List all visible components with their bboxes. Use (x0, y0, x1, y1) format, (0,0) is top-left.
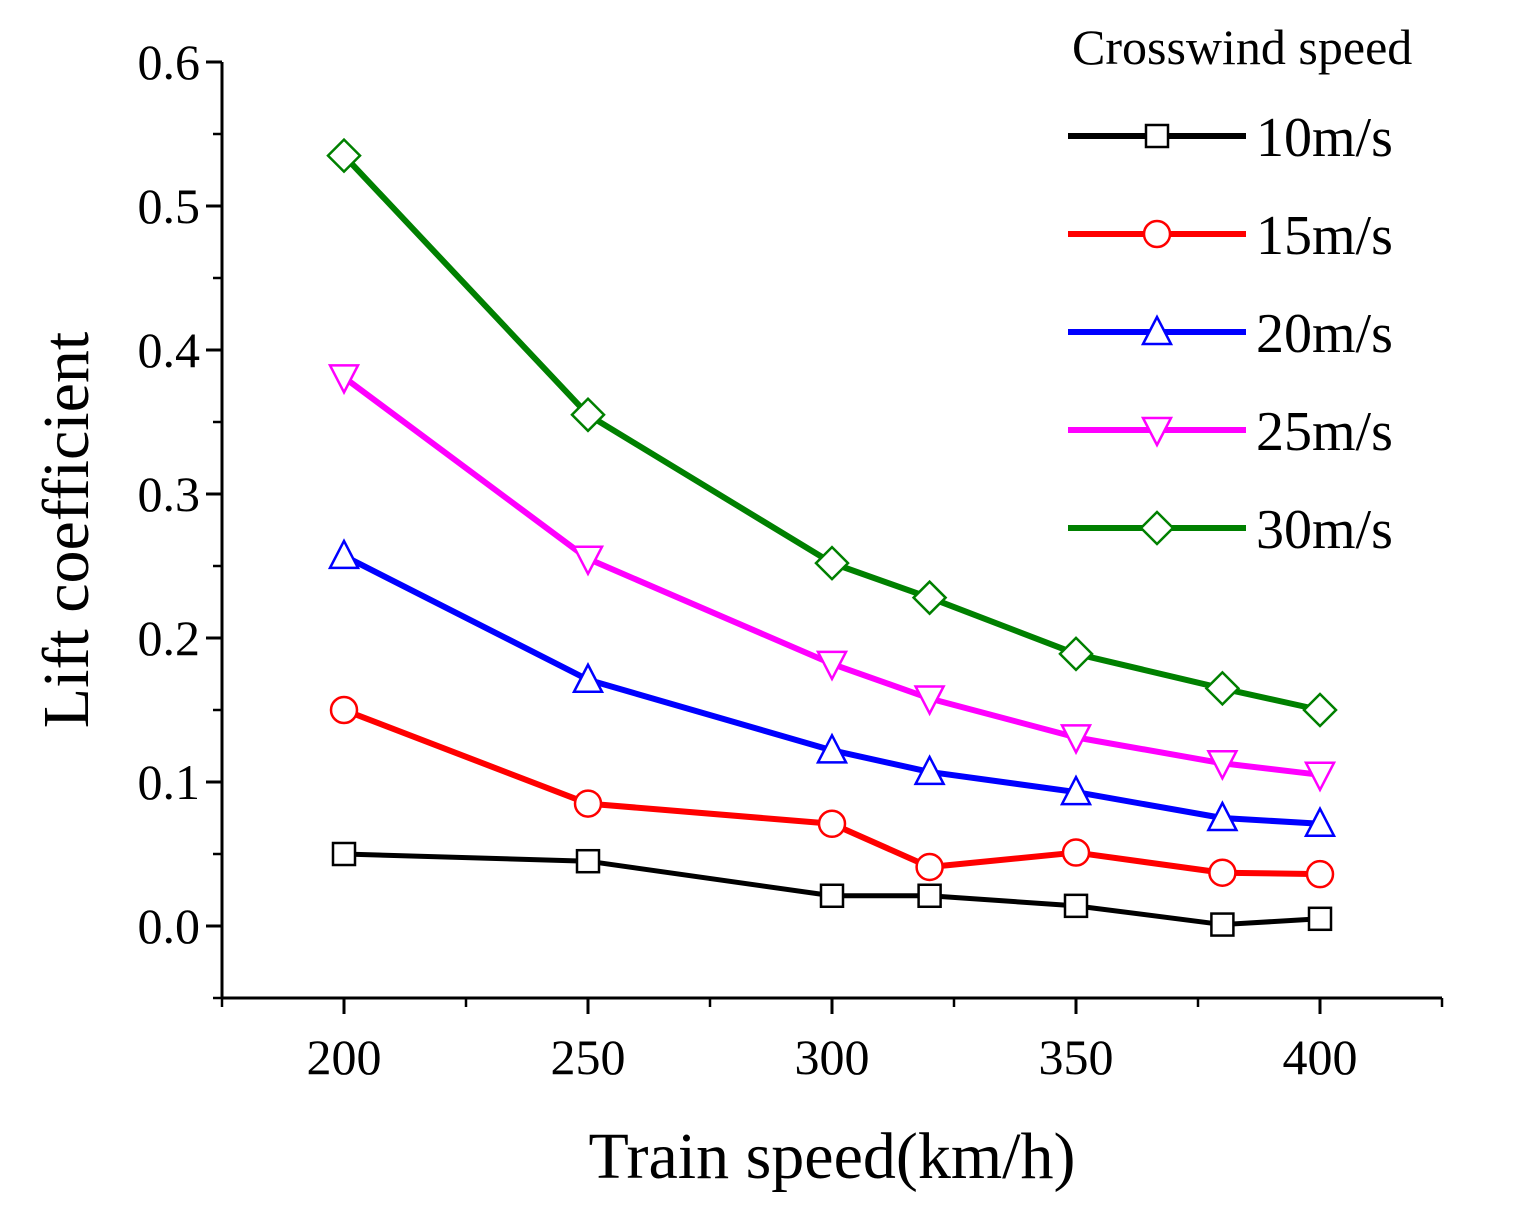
y-tick-label: 0.3 (138, 466, 201, 522)
legend: Crosswind speed 10m/s 15m/s 20m/s 25m/s 30m/… (1068, 19, 1412, 561)
legend-marker (1140, 416, 1174, 448)
data-point (1206, 750, 1239, 781)
y-tick-label: 0.2 (138, 610, 201, 666)
data-point (1303, 806, 1337, 838)
data-point (815, 650, 849, 682)
data-point (1061, 838, 1091, 867)
x-tick-label: 400 (1283, 1029, 1358, 1085)
x-tick-label: 300 (795, 1029, 870, 1085)
legend-label: 25m/s (1256, 401, 1393, 463)
y-tick-label: 0.6 (138, 34, 201, 90)
data-point (571, 662, 605, 694)
data-point (1059, 774, 1093, 806)
x-axis-title: Train speed(km/h) (588, 1120, 1075, 1193)
data-point (571, 545, 605, 577)
data-point (917, 883, 942, 909)
legend-item-25m-per-s: 25m/s (1068, 401, 1393, 463)
data-point (1204, 670, 1241, 707)
series-line (342, 553, 1321, 827)
data-point (331, 841, 357, 867)
series-15m-per-s (329, 695, 1335, 889)
axes: 0.0 0.1 0.2 0.3 0.4 0.5 0.6 200 250 300 350 400 (138, 34, 1444, 1085)
series-30m-per-s (326, 137, 1338, 728)
legend-marker (1142, 219, 1172, 249)
series-20m-per-s (327, 538, 1337, 838)
data-point (814, 545, 850, 581)
data-point (817, 809, 847, 839)
legend-marker (1140, 314, 1174, 346)
data-point (1210, 912, 1235, 937)
data-point (1302, 692, 1338, 728)
data-point (327, 538, 361, 570)
data-point (1303, 761, 1337, 793)
data-point (1059, 724, 1093, 756)
data-point (575, 848, 601, 874)
legend-item-15m-per-s: 15m/s (1068, 205, 1393, 267)
data-point (819, 883, 845, 909)
legend-marker (1139, 510, 1175, 546)
data-point (1307, 906, 1333, 932)
legend-label: 15m/s (1256, 205, 1393, 267)
x-tick-label: 350 (1039, 1029, 1114, 1085)
y-tick-label: 0.1 (138, 754, 201, 810)
y-tick-label: 0.0 (138, 898, 201, 954)
legend-item-30m-per-s: 30m/s (1068, 499, 1393, 561)
series-10m-per-s (331, 841, 1333, 937)
data-point (570, 397, 606, 433)
legend-item-10m-per-s: 10m/s (1068, 107, 1393, 169)
data-point (911, 579, 948, 616)
legend-title: Crosswind speed (1072, 19, 1412, 75)
data-point (915, 852, 944, 882)
data-point (1305, 859, 1335, 889)
data-point (327, 364, 361, 396)
data-point (815, 732, 849, 764)
series-layer (326, 137, 1338, 937)
data-point (573, 789, 603, 818)
x-tick-label: 250 (551, 1029, 626, 1085)
legend-marker (1144, 123, 1170, 149)
y-tick-label: 0.5 (138, 178, 201, 234)
data-point (913, 685, 946, 717)
legend-label: 10m/s (1256, 107, 1393, 169)
x-tick-label: 200 (307, 1029, 382, 1085)
y-tick-label: 0.4 (138, 322, 201, 378)
data-point (1208, 858, 1237, 887)
data-point (329, 695, 359, 725)
series-25m-per-s (327, 364, 1337, 793)
y-axis-title: Lift coefficient (30, 332, 103, 728)
data-point (1063, 893, 1089, 919)
data-point (1058, 636, 1094, 672)
legend-label: 30m/s (1256, 499, 1393, 561)
data-point (1206, 800, 1239, 832)
data-point (913, 754, 946, 786)
legend-item-20m-per-s: 20m/s (1068, 303, 1393, 365)
data-point (326, 137, 362, 174)
legend-label: 20m/s (1256, 303, 1393, 365)
